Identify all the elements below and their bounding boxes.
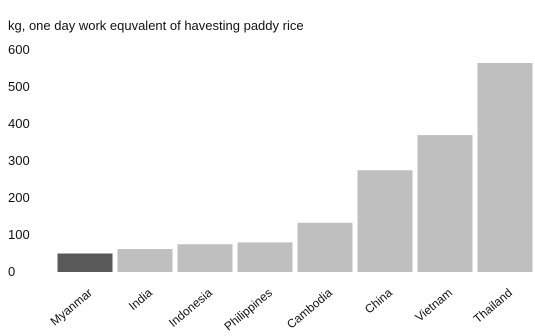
bar-cambodia: [297, 222, 353, 272]
y-tick-label: 200: [8, 190, 30, 205]
x-tick-label-china: China: [362, 285, 395, 316]
x-tick-label-indonesia: Indonesia: [166, 285, 215, 329]
y-tick-label: 0: [8, 264, 15, 279]
x-tick-label-india: India: [126, 285, 155, 313]
x-axis-labels: Myanmar India Indonesia Philippines Cambodia…: [48, 285, 515, 333]
x-tick-label-philippines: Philippines: [221, 286, 274, 334]
y-tick-label: 600: [8, 42, 30, 57]
bar-china: [357, 170, 413, 272]
chart-title: kg, one day work equvalent of havesting …: [8, 18, 304, 33]
bar-india: [117, 249, 173, 272]
bar-thailand: [477, 62, 533, 273]
x-tick-label-vietnam: Vietnam: [412, 286, 455, 325]
x-tick-label-thailand: Thailand: [471, 286, 515, 326]
x-tick-label-myanmar: Myanmar: [48, 286, 95, 329]
bar-philippines: [237, 242, 293, 272]
y-tick-label: 400: [8, 116, 30, 131]
bar-vietnam: [417, 135, 473, 272]
bars: [57, 62, 533, 273]
x-tick-label-cambodia: Cambodia: [284, 285, 335, 331]
y-tick-label: 300: [8, 153, 30, 168]
y-axis-ticks: 0 100 200 300 400 500 600: [8, 42, 30, 279]
bar-indonesia: [177, 244, 233, 272]
y-tick-label: 500: [8, 79, 30, 94]
y-tick-label: 100: [8, 227, 30, 242]
bar-myanmar: [57, 253, 113, 272]
